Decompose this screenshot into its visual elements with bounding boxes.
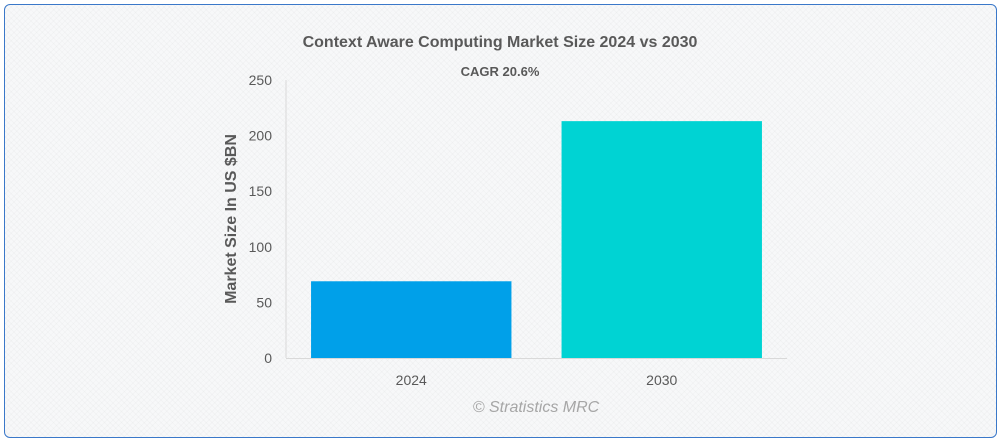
bar-2024 [311,281,512,358]
x-axis-ticks: 2024 2030 [396,372,678,388]
x-tick-label: 2024 [396,372,427,388]
y-tick-label: 0 [264,350,272,366]
chart-subtitle: CAGR 20.6% [461,64,540,79]
bars-group [311,121,762,358]
y-axis-ticks: 0 50 100 150 200 250 [249,72,273,366]
chart-frame [4,4,997,438]
y-tick-label: 150 [249,183,273,199]
y-tick-label: 50 [256,294,272,310]
y-tick-label: 200 [249,128,273,144]
x-tick-label: 2030 [646,372,677,388]
bar-2030 [561,121,762,358]
chart-title: Context Aware Computing Market Size 2024… [303,34,698,51]
y-axis-label: Market Size In US $BN [223,134,240,304]
y-tick-label: 250 [249,72,273,88]
credit-text: © Stratistics MRC [473,399,600,416]
y-tick-label: 100 [249,239,273,255]
